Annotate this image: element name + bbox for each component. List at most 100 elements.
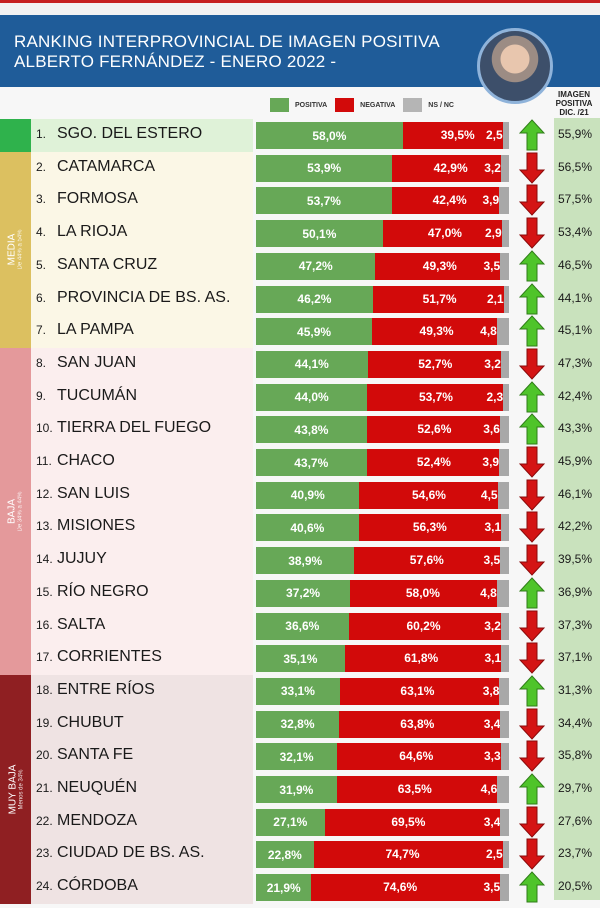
previous-value: 36,9% — [558, 584, 593, 599]
rank-number: 12. — [36, 486, 53, 501]
previous-value: 45,1% — [558, 323, 593, 338]
province-label: ENTRE RÍOS — [57, 680, 155, 698]
value-positiva: 27,1% — [273, 815, 308, 830]
arrow-down-icon — [518, 479, 546, 511]
bar-nsnc — [501, 645, 509, 673]
table-row: 8. SAN JUAN 44,1% 52,7% 3,2 47,3% — [0, 348, 600, 380]
bar-nsnc — [496, 579, 509, 607]
bar-nsnc — [502, 122, 509, 149]
value-positiva: 31,9% — [279, 782, 314, 797]
rank-number: 4. — [36, 225, 47, 240]
bar-nsnc — [501, 220, 509, 248]
value-nsnc: 3,6 — [483, 422, 500, 437]
previous-value: 35,8% — [558, 748, 593, 763]
rank-number: 10. — [36, 421, 53, 436]
bar-negativa: 47,0% 2,9 — [382, 220, 502, 248]
value-positiva: 40,6% — [290, 520, 325, 535]
province-label: LA RIOJA — [57, 223, 128, 241]
previous-value: 43,3% — [558, 421, 593, 436]
bar-negativa: 39,5% 2,5 — [402, 122, 503, 149]
province-label: LA PAMPA — [57, 321, 134, 339]
value-positiva: 36,6% — [285, 619, 320, 633]
chart-title: RANKING INTERPROVINCIAL DE IMAGEN POSITI… — [14, 32, 440, 72]
table-row: 9. TUCUMÁN 44,0% 53,7% 2,3 42,4% — [0, 380, 600, 413]
value-positiva: 21,9% — [266, 880, 301, 895]
stacked-bar: 36,6% 60,2% 3,2 — [256, 612, 509, 640]
stacked-bar: 53,7% 42,4% 3,9 — [256, 187, 509, 215]
bar-positiva: 38,9% — [256, 547, 355, 575]
bar-negativa: 63,8% 3,4 — [338, 710, 501, 738]
province-name: 10. TIERRA DEL FUEGO — [36, 419, 211, 437]
bar-positiva: 22,8% — [256, 841, 314, 869]
previous-value: 29,7% — [558, 781, 593, 795]
legend-swatch-negativa — [335, 98, 355, 112]
bar-negativa: 51,7% 2,1 — [372, 285, 504, 313]
value-nsnc: 3,5 — [483, 880, 501, 895]
previous-column-bg — [554, 118, 600, 900]
province-label: CÓRDOBA — [57, 877, 138, 895]
bar-nsnc — [497, 776, 509, 803]
bar-nsnc — [500, 350, 509, 378]
bar-nsnc — [497, 481, 509, 509]
previous-value: 42,4% — [558, 388, 593, 403]
rank-number: 6. — [36, 290, 47, 305]
value-nsnc: 3,4 — [483, 716, 501, 731]
value-negativa: 63,1% — [400, 683, 435, 698]
value-negativa: 63,8% — [400, 716, 435, 731]
province-name: 8. SAN JUAN — [36, 354, 136, 372]
bar-negativa: 74,6% 3,5 — [311, 874, 501, 902]
rank-number: 24. — [36, 879, 53, 894]
value-negativa: 60,2% — [406, 618, 441, 633]
table-row: 1. SGO. DEL ESTERO 58,0% 39,5% 2,5 55,9% — [0, 119, 600, 151]
table-row: 17. CORRIENTES 35,1% 61,8% 3,1 37,1% — [0, 642, 600, 674]
value-positiva: 45,9% — [297, 324, 332, 339]
value-nsnc: 2,9 — [484, 226, 502, 241]
value-negativa: 54,6% — [411, 487, 446, 502]
bar-negativa: 56,3% 3,1 — [358, 514, 502, 542]
rank-number: 11. — [36, 454, 52, 468]
legend-swatch-nsnc — [403, 98, 423, 112]
province-name: 15. RÍO NEGRO — [36, 583, 149, 601]
bar-positiva: 44,0% — [256, 383, 368, 411]
bar-nsnc — [499, 449, 509, 476]
value-nsnc: 2,1 — [486, 291, 504, 306]
arrow-up-icon — [518, 380, 546, 413]
bar-positiva: 43,7% — [256, 449, 367, 476]
stacked-bar: 27,1% 69,5% 3,4 — [256, 808, 509, 836]
value-negativa: 42,9% — [433, 160, 468, 175]
stacked-bar: 31,9% 63,5% 4,6 — [256, 776, 509, 803]
stacked-bar: 22,8% 74,7% 2,5 — [256, 841, 509, 869]
province-name: 18. ENTRE RÍOS — [36, 681, 155, 699]
province-name: 3. FORMOSA — [36, 190, 138, 208]
bar-negativa: 61,8% 3,1 — [344, 645, 502, 673]
bar-nsnc — [502, 841, 509, 869]
stacked-bar: 44,1% 52,7% 3,2 — [256, 350, 509, 378]
province-name: 20. SANTA FE — [36, 746, 133, 764]
previous-value: 57,5% — [558, 192, 593, 207]
value-negativa: 49,3% — [422, 258, 457, 273]
category-row-bg — [31, 119, 253, 152]
province-name: 14. JUJUY — [36, 550, 107, 568]
bar-nsnc — [500, 743, 509, 771]
province-name: 22. MENDOZA — [36, 812, 137, 830]
arrow-down-icon — [518, 152, 546, 184]
rank-number: 9. — [36, 388, 47, 403]
previous-value: 45,9% — [558, 454, 593, 468]
value-positiva: 40,9% — [290, 488, 325, 503]
province-name: 24. CÓRDOBA — [36, 877, 138, 895]
legend-label-positiva: POSITIVA — [295, 101, 328, 109]
top-accent-line — [0, 0, 600, 3]
value-positiva: 53,7% — [306, 193, 341, 208]
bar-positiva: 40,6% — [256, 514, 359, 542]
top-strip — [0, 3, 600, 15]
value-nsnc: 3,3 — [483, 749, 501, 764]
stacked-bar: 37,2% 58,0% 4,8 — [256, 579, 509, 607]
bar-positiva: 46,2% — [256, 285, 373, 313]
previous-value: 37,1% — [558, 650, 593, 665]
bar-positiva: 35,1% — [256, 645, 345, 673]
stacked-bar: 21,9% 74,6% 3,5 — [256, 874, 509, 902]
arrow-down-icon — [518, 708, 546, 740]
value-negativa: 61,8% — [404, 651, 439, 666]
title-line-2: ALBERTO FERNÁNDEZ - ENERO 2022 - — [14, 52, 337, 71]
bar-nsnc — [501, 514, 509, 542]
